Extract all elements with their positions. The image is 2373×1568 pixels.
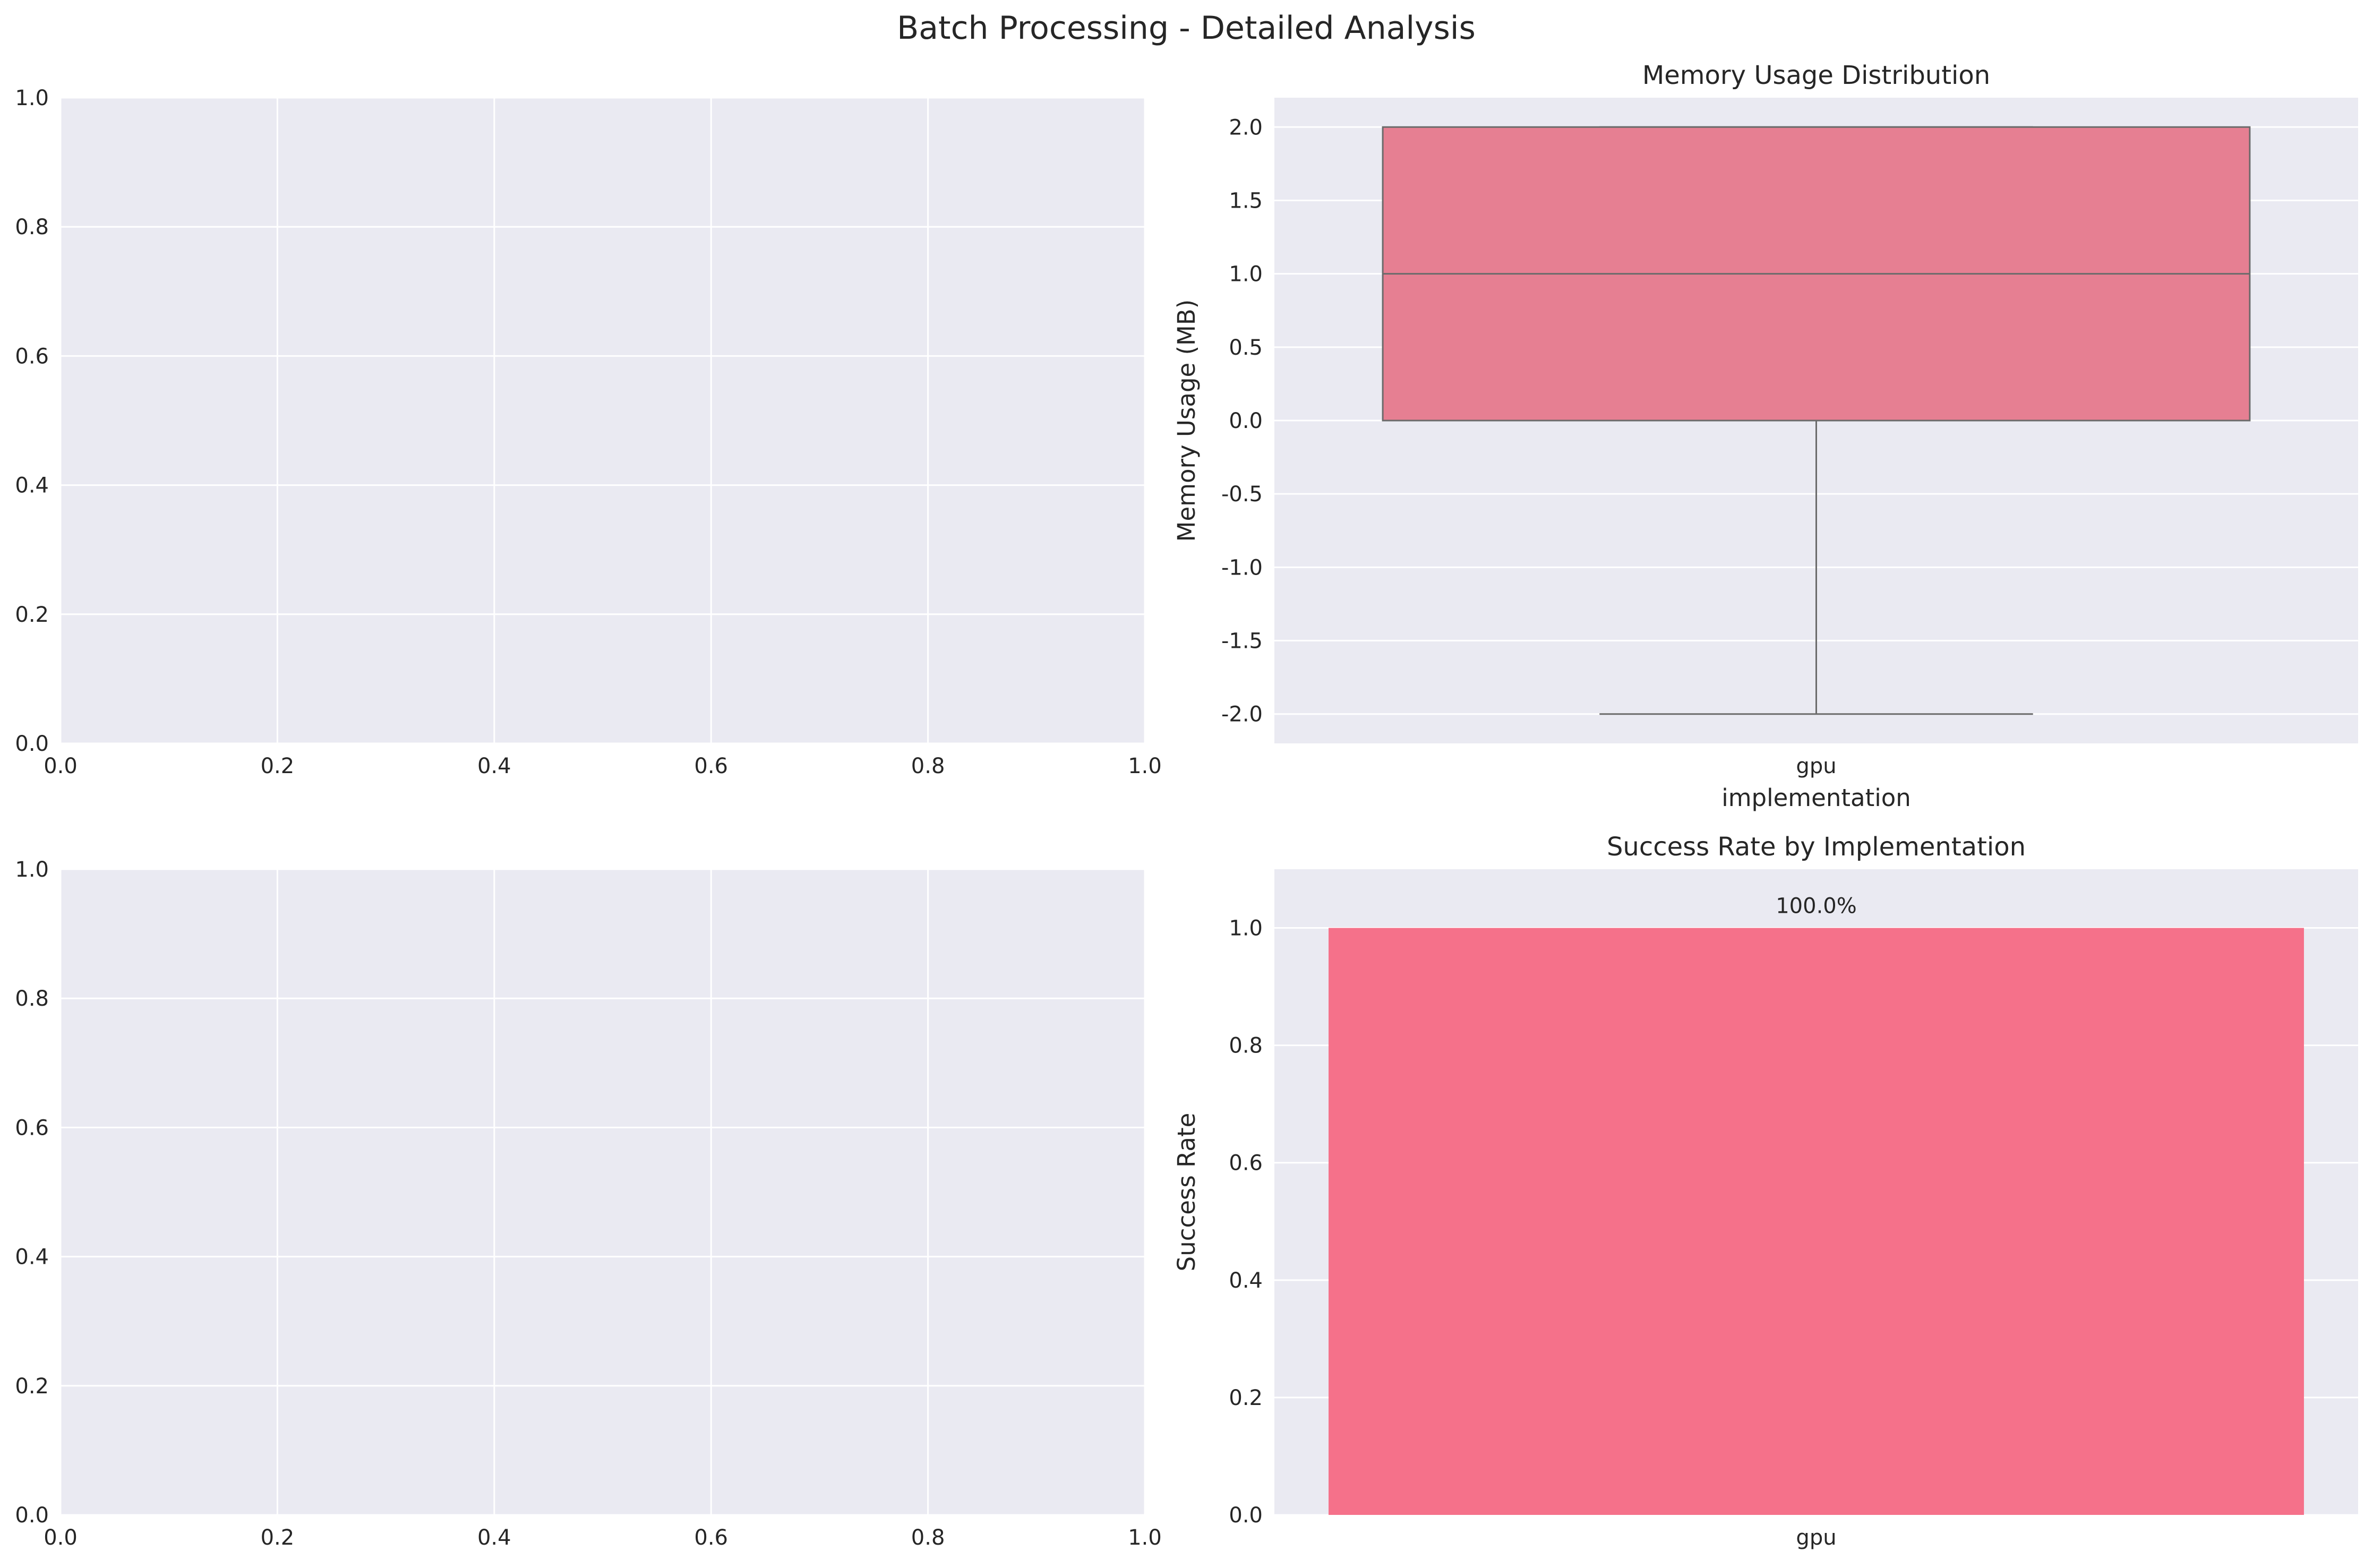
y-tick-label: 0.0: [1229, 409, 1263, 433]
x-tick-label: 0.6: [694, 1526, 728, 1550]
plot-area: [61, 869, 1145, 1515]
x-axis-label: implementation: [1721, 784, 1911, 812]
y-tick-label: 0.2: [15, 1374, 49, 1399]
y-tick-label: -0.5: [1221, 482, 1263, 507]
x-tick-label: 0.0: [44, 1526, 78, 1550]
x-tick-label: 0.2: [261, 754, 295, 778]
y-tick-label: 0.0: [1229, 1503, 1263, 1528]
panel-3: 0.0 0.2 0.4 0.6 0.8 1.0 0.0 0.2 0.4 0.6 0.8 1.0: [15, 858, 1161, 1550]
y-tick-label: 0.6: [15, 344, 49, 369]
y-tick-label: 1.0: [1229, 262, 1263, 287]
y-tick-label: 1.0: [1229, 916, 1263, 941]
figure-suptitle: Batch Processing - Detailed Analysis: [897, 10, 1476, 47]
x-tick-label: 1.0: [1128, 1526, 1162, 1550]
y-tick-label: 0.4: [15, 474, 49, 498]
y-tick-label: -1.5: [1221, 629, 1263, 654]
y-tick-label: 0.6: [15, 1116, 49, 1140]
x-tick-label: 0.4: [477, 1526, 511, 1550]
bar: [1329, 928, 2304, 1515]
x-tick-label: 0.8: [911, 754, 945, 778]
y-tick-label: 0.5: [1229, 336, 1263, 360]
y-tick-label: 0.8: [15, 987, 49, 1011]
x-tick-label: gpu: [1796, 754, 1836, 778]
y-tick-label: 0.4: [1229, 1269, 1263, 1293]
x-tick-label: 0.6: [694, 754, 728, 778]
y-tick-label: 0.0: [15, 732, 49, 756]
x-tick-label: gpu: [1796, 1526, 1836, 1550]
y-tick-label: 0.8: [1229, 1034, 1263, 1058]
x-tick-label: 0.4: [477, 754, 511, 778]
y-tick-label: -2.0: [1221, 702, 1263, 727]
panel-2: -2.0 -1.5 -1.0 -0.5 0.0 0.5 1.0 1.5 2.0 gpu Memory…: [1172, 61, 2358, 812]
y-tick-label: 2.0: [1229, 115, 1263, 140]
x-tick-label: 0.2: [261, 1526, 295, 1550]
panel-4: 0.0 0.2 0.4 0.6 0.8 1.0 100.0% gpu Success Rate …: [1172, 832, 2358, 1550]
plot-area: [61, 98, 1145, 743]
y-tick-label: 0.2: [15, 603, 49, 627]
y-tick-label: 1.0: [15, 858, 49, 882]
y-tick-label: 0.8: [15, 215, 49, 239]
x-tick-label: 0.0: [44, 754, 78, 778]
x-tick-label: 0.8: [911, 1526, 945, 1550]
x-tick-label: 1.0: [1128, 754, 1162, 778]
y-axis-label: Memory Usage (MB): [1172, 299, 1201, 542]
panel-1: 0.0 0.2 0.4 0.6 0.8 1.0 0.0 0.2 0.4 0.6 0.8 1.0: [15, 86, 1161, 778]
panel-title: Memory Usage Distribution: [1642, 61, 1990, 90]
y-tick-label: 0.0: [15, 1503, 49, 1528]
y-tick-label: 1.5: [1229, 188, 1263, 213]
bar-value-label: 100.0%: [1776, 894, 1857, 919]
y-tick-label: -1.0: [1221, 555, 1263, 580]
y-tick-label: 0.4: [15, 1245, 49, 1270]
y-axis-label: Success Rate: [1172, 1113, 1201, 1272]
y-tick-label: 0.6: [1229, 1151, 1263, 1176]
y-tick-label: 1.0: [15, 86, 49, 110]
panel-title: Success Rate by Implementation: [1607, 832, 2026, 862]
y-tick-label: 0.2: [1229, 1386, 1263, 1410]
